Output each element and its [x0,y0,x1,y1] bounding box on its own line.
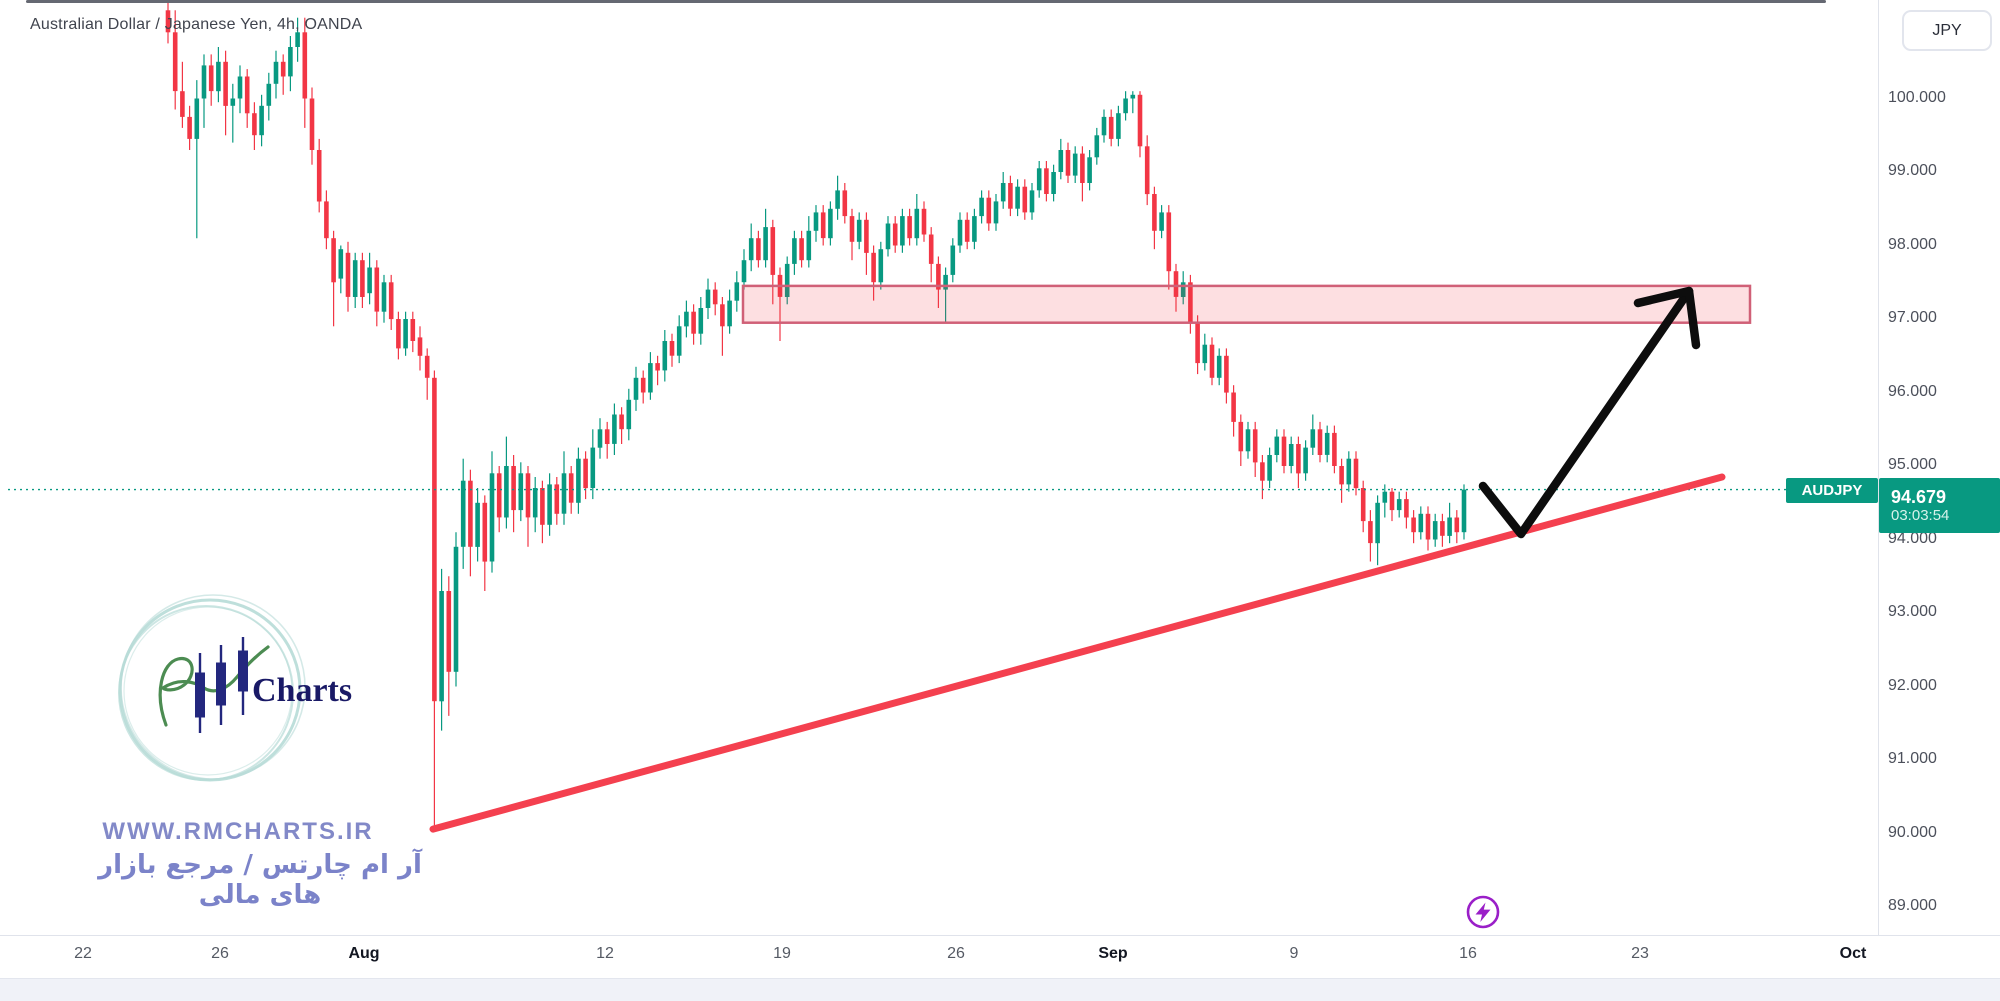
time-axis-border [0,935,2000,936]
price-axis[interactable]: 100.000 99.000 98.000 97.000 96.000 95.000 94.… [1878,0,2000,935]
candlestick-series [165,3,1467,830]
rmcharts-logo: Charts [118,594,352,782]
economic-event-icon[interactable] [1462,891,1504,933]
lightning-bolt-icon [1475,902,1491,922]
time-tick-label: Aug [348,945,380,962]
price-axis-border [1878,0,1879,935]
projection-arrow-head [1633,286,1701,350]
logo-brush-circle [118,594,306,782]
price-tick-label: 94.000 [1888,530,1937,547]
time-tick-label: 19 [773,945,791,962]
supply-zone-box[interactable] [741,284,1752,324]
logo-cursive-r [158,645,270,727]
price-tick-label: 100.000 [1888,89,1946,106]
bottom-toolbar-band [0,978,2000,1001]
time-tick-label: 12 [596,945,614,962]
time-tick-label: 23 [1631,945,1649,962]
window-top-edge [26,0,1826,3]
last-price-value: 94.679 [1891,486,1947,507]
time-tick-label: 22 [74,945,92,962]
price-tick-label: 98.000 [1888,236,1937,253]
price-tick-label: 89.000 [1888,897,1937,914]
price-tick-label: 95.000 [1888,456,1937,473]
bar-countdown: 03:03:54 [1891,506,1950,524]
price-tick-label: 90.000 [1888,824,1937,841]
watermark-persian-tagline: آر ام چارتس / مرجع بازار های مالی [98,850,422,910]
trendline[interactable] [429,473,1726,833]
symbol-title-legend[interactable]: Australian Dollar / Japanese Yen, 4h, OA… [30,16,363,33]
symbol-flag-text: AUDJPY [1801,482,1863,499]
last-price-box: 94.679 03:03:54 [1879,478,2000,533]
watermark-url: WWW.RMCHARTS.IR [102,818,374,845]
price-tick-label: 91.000 [1888,750,1937,767]
time-tick-label: 9 [1289,945,1299,962]
time-axis[interactable]: 22 26 Aug 12 19 26 Sep 9 16 23 Oct [0,936,1878,977]
logo-candlesticks [195,637,248,733]
price-tick-label: 92.000 [1888,677,1937,694]
symbol-price-flag: AUDJPY [1786,478,1878,503]
price-tick-label: 96.000 [1888,383,1937,400]
currency-jpy-button[interactable]: JPY [1902,10,1992,51]
time-tick-label: 16 [1459,945,1477,962]
price-tick-label: 99.000 [1888,162,1937,179]
time-tick-label: 26 [947,945,965,962]
price-tick-label: 97.000 [1888,309,1937,326]
time-tick-label: Sep [1098,945,1128,962]
logo-brand-text: Charts [252,672,352,709]
projection-arrow[interactable] [1478,286,1694,539]
time-tick-label: 26 [211,945,229,962]
time-tick-label: Oct [1839,945,1867,962]
price-tick-label: 93.000 [1888,603,1937,620]
